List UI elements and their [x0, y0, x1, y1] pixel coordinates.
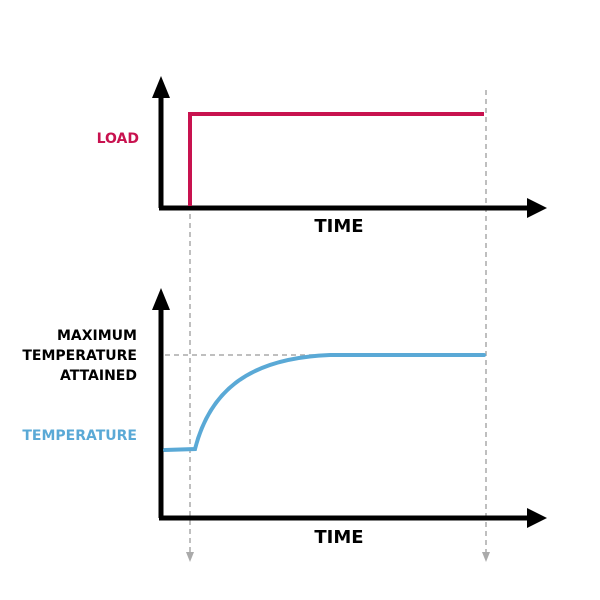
- max-temperature-label-line2: TEMPERATURE: [22, 348, 137, 364]
- time-label-top: TIME: [314, 216, 363, 237]
- max-temperature-label-line1: MAXIMUM: [57, 328, 137, 344]
- load-label: LOAD: [97, 131, 139, 147]
- load-step-line: [188, 112, 484, 206]
- guide-arrow-start: [186, 552, 194, 562]
- temperature-curve: [163, 353, 486, 452]
- max-temperature-label-line3: ATTAINED: [60, 368, 137, 384]
- time-label-bottom: TIME: [314, 527, 363, 548]
- temperature-label: TEMPERATURE: [22, 428, 137, 444]
- temperature-axes: [152, 288, 547, 528]
- load-axes: [152, 76, 547, 218]
- guide-arrow-end: [482, 552, 490, 562]
